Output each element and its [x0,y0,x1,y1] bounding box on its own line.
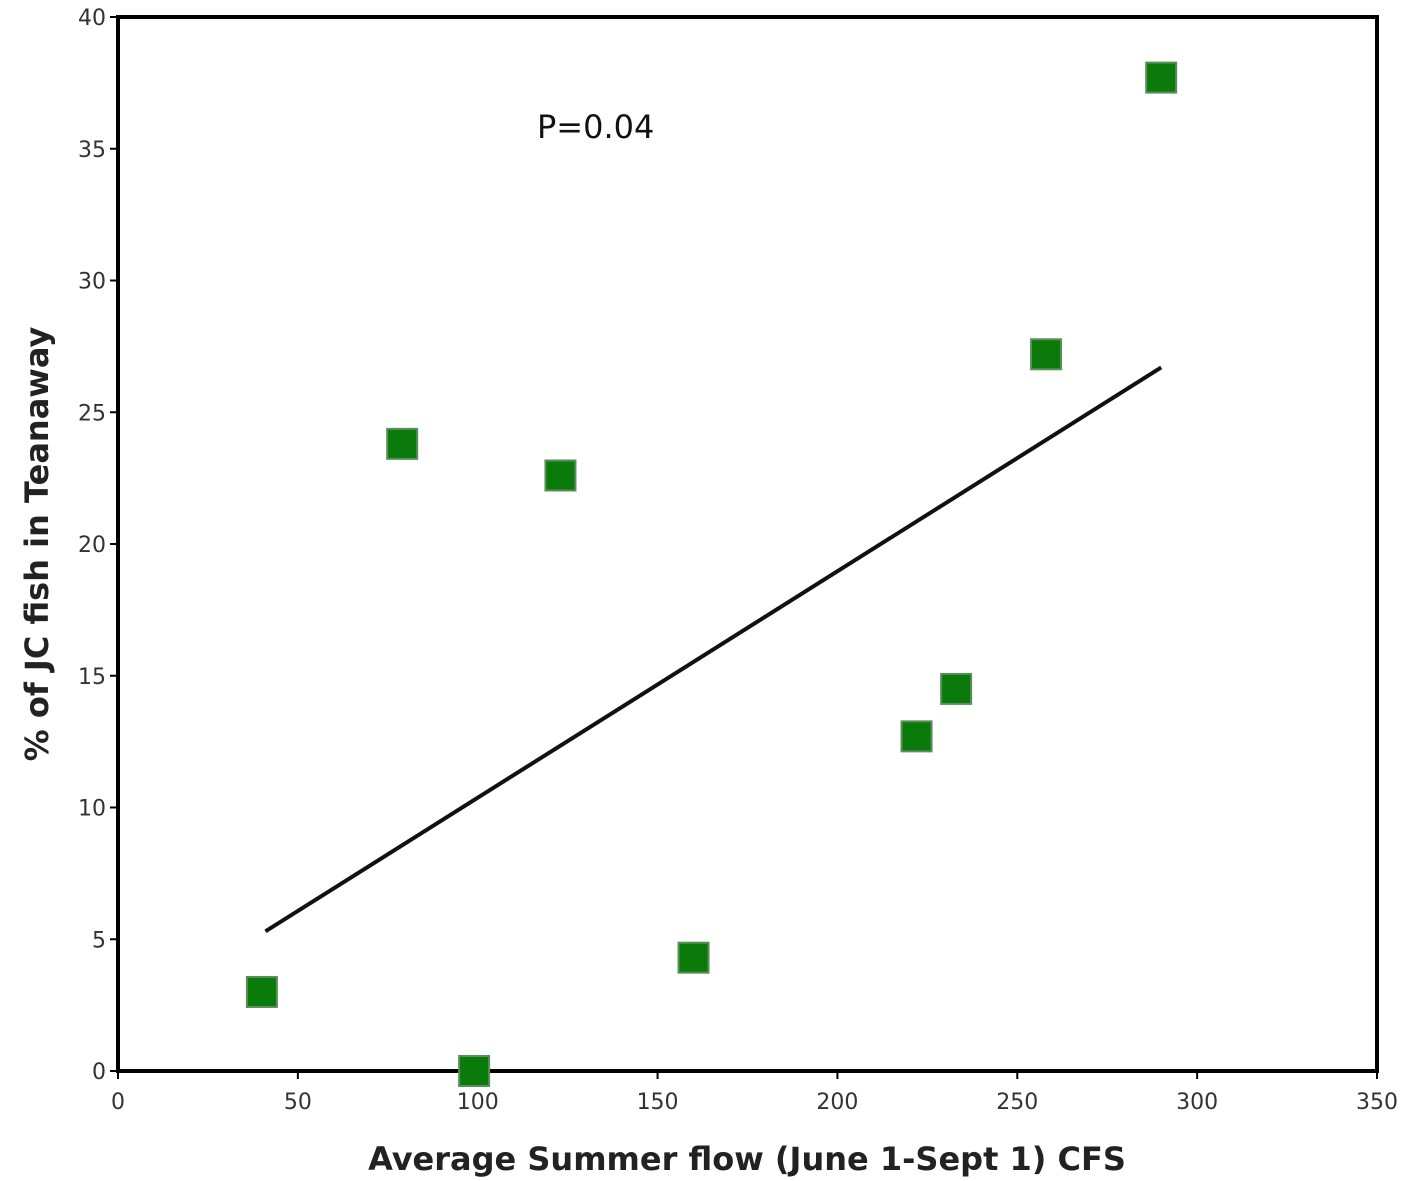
x-axis-title: Average Summer flow (June 1-Sept 1) CFS [368,1140,1126,1178]
x-tick-label: 50 [284,1090,312,1115]
data-point [386,427,419,460]
data-point [677,941,710,974]
data-point [458,1055,491,1087]
y-tick-label: 40 [78,6,106,31]
y-tick-label: 35 [78,138,106,163]
p-value-annotation: P=0.04 [537,108,654,146]
x-axis-ticks: 0 50 100 150 200 250 300 350 [111,1071,1398,1115]
plot-area [116,15,1379,1073]
x-tick-label: 300 [1176,1090,1218,1115]
x-tick-label: 150 [637,1090,679,1115]
data-points [245,61,1178,1087]
data-point [1030,338,1063,371]
trend-line [264,365,1163,934]
x-tick-label: 350 [1356,1090,1398,1115]
y-tick-label: 15 [78,665,106,690]
y-tick-label: 10 [78,797,106,822]
data-point [544,459,577,492]
y-tick-label: 30 [78,270,106,295]
y-axis-title: % of JC fish in Teanaway [18,327,56,762]
y-tick-label: 5 [92,928,106,953]
data-point [1145,61,1178,94]
x-tick-label: 200 [816,1090,858,1115]
data-point [900,720,933,753]
y-tick-label: 0 [92,1060,106,1085]
x-tick-label: 100 [457,1090,499,1115]
data-point [940,672,973,705]
x-tick-label: 250 [996,1090,1038,1115]
y-axis-ticks: 0 5 10 15 20 25 30 35 40 [78,6,118,1085]
x-tick-label: 0 [111,1090,125,1115]
data-point [245,975,278,1008]
y-tick-label: 20 [78,533,106,558]
y-tick-label: 25 [78,401,106,426]
